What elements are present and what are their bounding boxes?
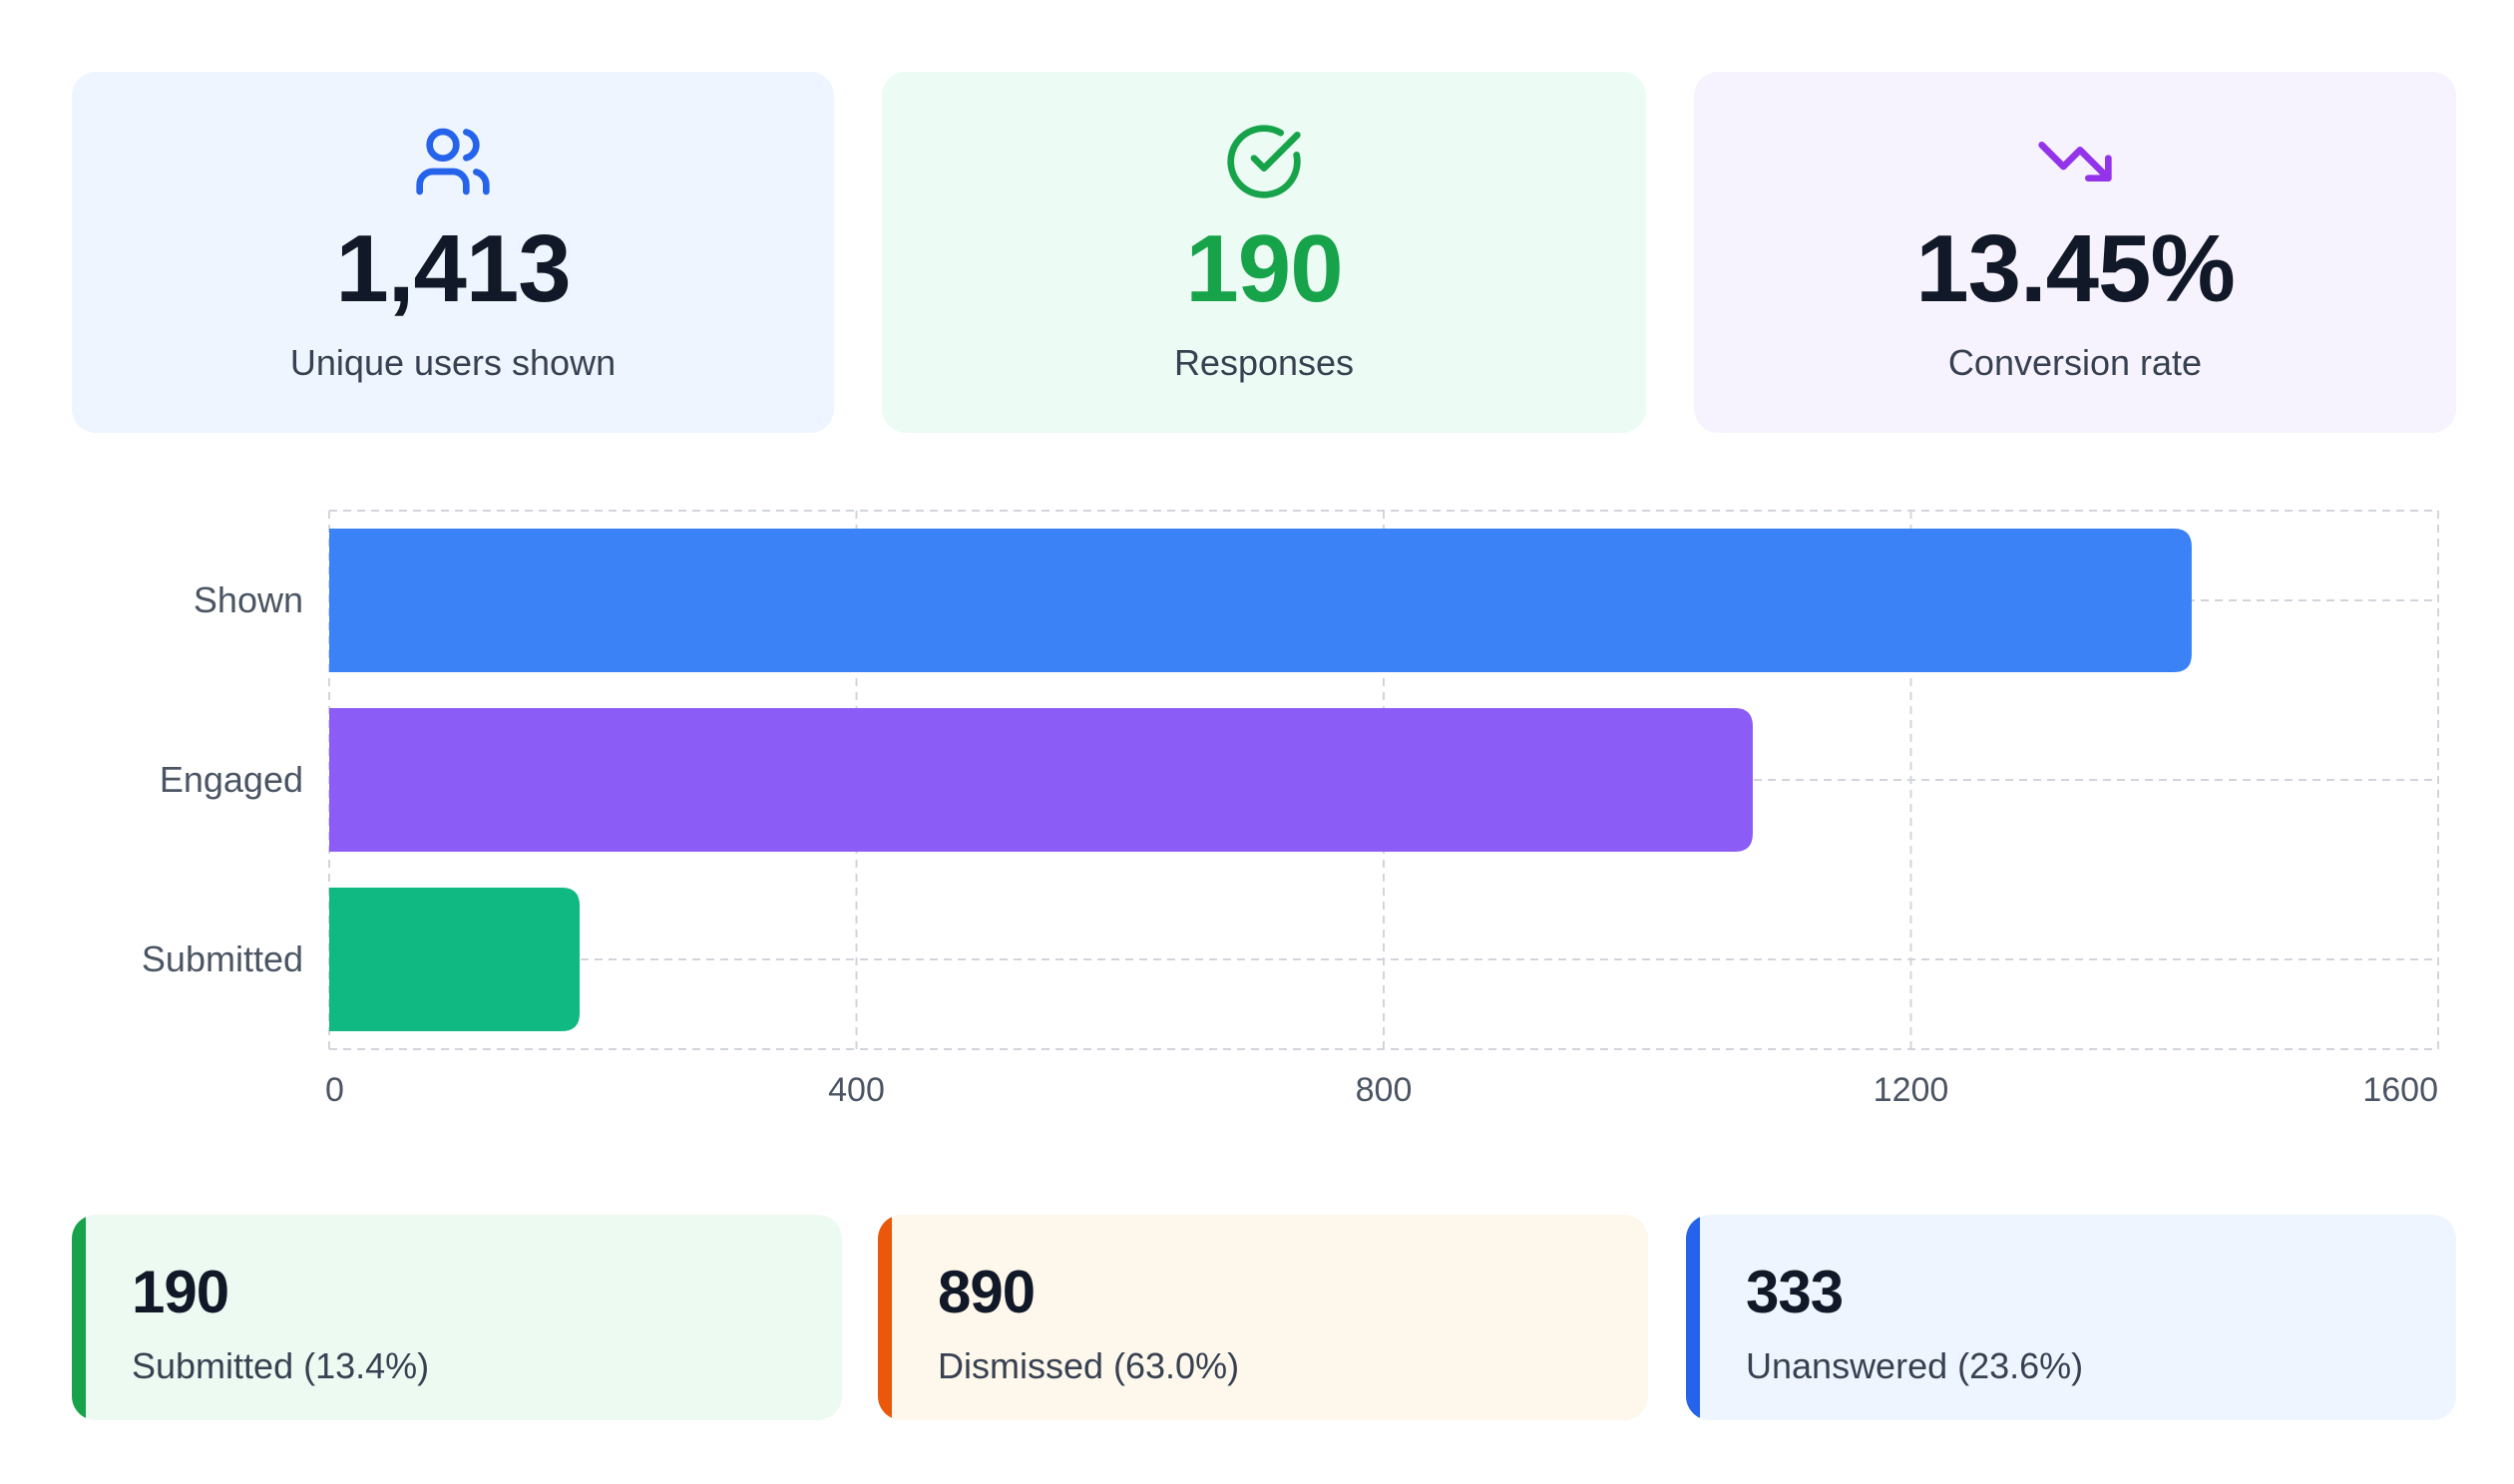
x-tick-label: 400	[828, 1071, 885, 1109]
kpi-value-unique-users: 1,413	[335, 215, 571, 322]
kpi-value-responses: 190	[1185, 215, 1343, 322]
bar-engaged	[329, 708, 1753, 852]
y-category-label: Engaged	[160, 759, 303, 800]
breakdown-label: Unanswered (23.6%)	[1746, 1345, 2084, 1386]
breakdown-card-dismissed: 890 Dismissed (63.0%)	[878, 1215, 1648, 1420]
x-tick-label: 800	[1356, 1071, 1413, 1109]
chart-y-axis-labels: Shown Engaged Submitted	[142, 579, 303, 979]
breakdown-count: 333	[1746, 1259, 1844, 1325]
x-tick-label: 1600	[2362, 1071, 2438, 1109]
accent-bar	[72, 1215, 86, 1420]
breakdown-label: Dismissed (63.0%)	[938, 1345, 1240, 1386]
y-category-label: Shown	[194, 579, 303, 620]
breakdown-count: 890	[938, 1259, 1036, 1325]
check-circle-icon	[1227, 125, 1301, 198]
kpi-card-responses: 190 Responses	[882, 72, 1646, 433]
chart-bars	[329, 529, 2192, 1031]
x-tick-label: 0	[325, 1071, 344, 1109]
trending-down-icon	[2038, 142, 2112, 183]
breakdown-label: Submitted (13.4%)	[132, 1345, 430, 1386]
kpi-label-conversion-rate: Conversion rate	[1947, 342, 2203, 383]
x-tick-label: 1200	[1874, 1071, 1949, 1109]
breakdown-card-submitted: 190 Submitted (13.4%)	[72, 1215, 842, 1420]
accent-bar	[878, 1215, 892, 1420]
chart-x-axis-labels: 0 400 800 1200 1600	[325, 1071, 2438, 1109]
kpi-card-conversion-rate: 13.45% Conversion rate	[1694, 72, 2456, 433]
accent-bar	[1686, 1215, 1700, 1420]
kpi-value-conversion-rate: 13.45%	[1915, 215, 2236, 322]
y-category-label: Submitted	[142, 938, 303, 979]
kpi-label-unique-users: Unique users shown	[289, 342, 617, 383]
funnel-bar-chart: Shown Engaged Submitted 0 400 800 1200 1600	[142, 510, 2439, 1109]
kpi-label-responses: Responses	[1173, 342, 1355, 383]
users-icon	[416, 128, 490, 195]
bar-shown	[329, 529, 2192, 672]
breakdown-count: 190	[132, 1259, 229, 1325]
kpi-card-unique-users: 1,413 Unique users shown	[72, 72, 834, 433]
breakdown-card-unanswered: 333 Unanswered (23.6%)	[1686, 1215, 2456, 1420]
bar-submitted	[329, 888, 581, 1031]
